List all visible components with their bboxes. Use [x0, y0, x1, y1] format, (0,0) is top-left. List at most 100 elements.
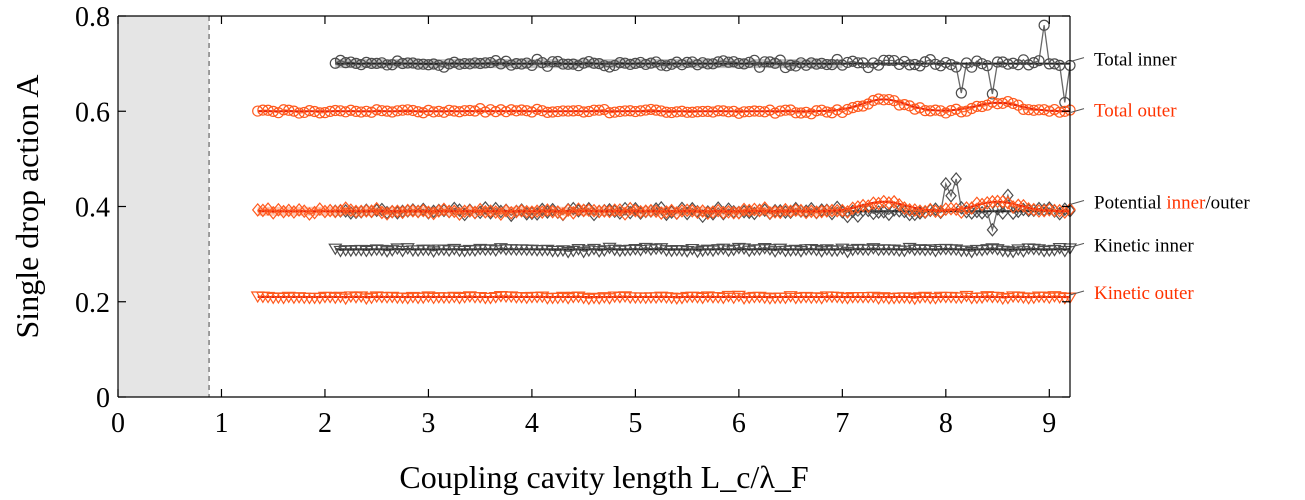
x-tick-label: 7 — [835, 408, 849, 439]
data-point — [540, 244, 555, 257]
shaded-region-layer — [118, 16, 210, 397]
data-point — [976, 197, 988, 212]
data-point — [345, 104, 357, 116]
data-point — [996, 206, 1009, 220]
data-point — [308, 205, 321, 220]
data-point — [990, 291, 1005, 304]
x-tick-label: 5 — [628, 408, 642, 439]
data-point — [464, 104, 476, 117]
data-point — [831, 200, 843, 215]
data-point — [396, 205, 409, 220]
data-point — [546, 204, 559, 219]
data-point — [578, 106, 590, 118]
data-point — [1048, 103, 1061, 116]
data-point — [707, 205, 719, 220]
data-point — [758, 201, 771, 215]
data-point — [902, 292, 917, 305]
data-point — [676, 59, 688, 71]
data-point — [711, 292, 726, 304]
data-point — [743, 56, 755, 68]
data-point — [785, 59, 797, 71]
series-label-part: /outer — [1205, 193, 1250, 214]
data-point — [421, 291, 436, 304]
data-point — [826, 203, 838, 218]
data-point — [893, 203, 906, 218]
y-tick-label: 0 — [96, 383, 110, 414]
data-point — [788, 244, 803, 257]
data-point — [329, 204, 342, 219]
data-point — [370, 201, 383, 216]
data-point — [583, 203, 595, 218]
data-point — [991, 56, 1004, 68]
data-point — [929, 58, 942, 70]
data-point — [345, 56, 357, 68]
data-point — [1016, 246, 1031, 258]
series-label-total-outer: Total outer — [1094, 101, 1177, 122]
series-kinetic-outer — [250, 290, 1078, 306]
data-point — [561, 292, 576, 305]
data-point — [572, 60, 585, 72]
data-point — [929, 104, 942, 116]
data-point — [535, 291, 550, 304]
data-point — [283, 104, 295, 116]
data-point — [945, 59, 957, 71]
x-tick-label: 4 — [525, 408, 539, 439]
data-point — [267, 205, 279, 220]
data-point — [577, 203, 590, 218]
data-point — [583, 55, 595, 68]
data-point — [805, 201, 818, 216]
data-point — [903, 202, 916, 217]
data-point — [986, 194, 999, 209]
data-point — [867, 57, 879, 69]
data-point — [624, 58, 636, 71]
data-point — [617, 291, 633, 304]
data-point — [365, 204, 378, 219]
data-point — [374, 244, 389, 257]
data-point — [960, 105, 973, 117]
data-point — [614, 203, 626, 217]
data-point — [555, 291, 571, 304]
data-point — [1022, 202, 1035, 216]
x-tick-label: 6 — [732, 408, 746, 439]
data-point — [893, 197, 906, 212]
data-point — [793, 245, 809, 258]
data-point — [1002, 195, 1014, 210]
data-point — [841, 204, 854, 219]
data-point — [981, 204, 993, 219]
data-point — [453, 207, 466, 221]
data-point — [1007, 57, 1019, 69]
data-point — [395, 245, 410, 258]
data-point — [381, 59, 393, 71]
data-point — [1002, 95, 1014, 108]
data-point — [991, 201, 1004, 216]
data-point — [541, 205, 554, 219]
data-point — [981, 60, 993, 72]
data-point — [629, 201, 642, 216]
data-point — [602, 242, 617, 255]
data-point — [965, 201, 978, 216]
data-point — [986, 222, 999, 237]
data-point — [360, 203, 373, 218]
data-point — [1007, 206, 1019, 221]
data-point — [1012, 198, 1025, 213]
data-point — [262, 104, 274, 116]
trend-line — [257, 98, 1070, 113]
data-point — [526, 205, 538, 220]
data-point — [852, 57, 864, 69]
data-point — [986, 88, 998, 100]
data-point — [401, 203, 414, 218]
data-point — [726, 292, 741, 305]
data-point — [1017, 198, 1030, 213]
data-point — [386, 204, 398, 219]
data-point — [949, 244, 964, 257]
data-point — [835, 243, 850, 256]
data-point — [462, 291, 477, 303]
data-point — [323, 291, 338, 304]
data-point — [1033, 55, 1045, 67]
y-tick-label: 0.2 — [75, 288, 110, 319]
data-point — [588, 57, 600, 69]
data-point — [1043, 202, 1056, 217]
data-point — [707, 58, 719, 70]
series-label-potential-outer: Potential inner/outer — [1094, 193, 1250, 214]
data-point — [940, 56, 952, 69]
